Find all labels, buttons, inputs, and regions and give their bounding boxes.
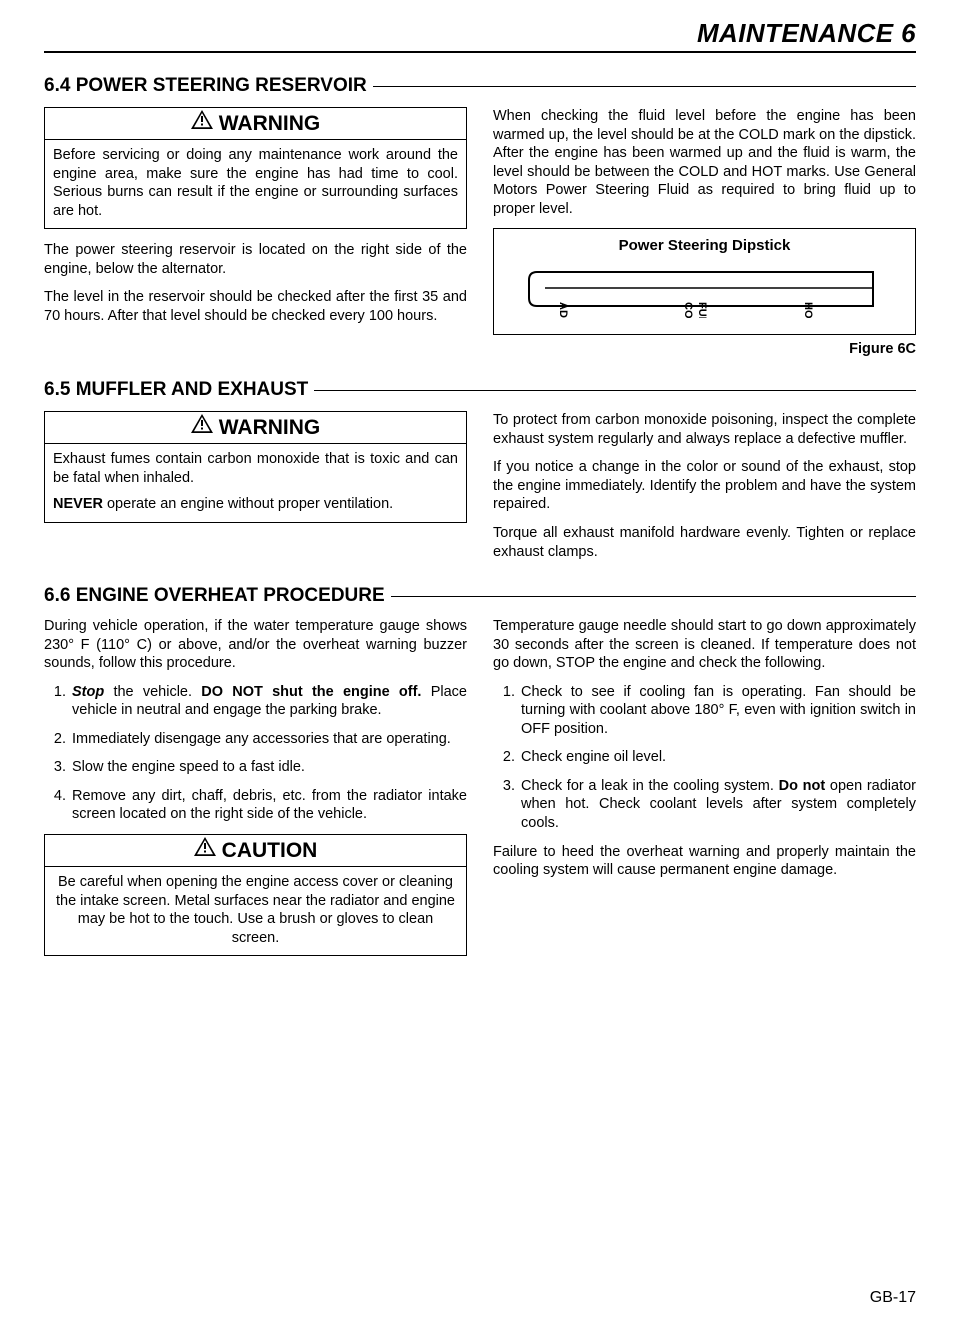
dipstick-figure: Power Steering Dipstick ADD COLD FULL HO… (493, 228, 916, 335)
step-text: the vehicle. (104, 684, 201, 700)
section-6-4-title: 6.4 POWER STEERING RESERVOIR (44, 75, 367, 97)
section-6-4-columns: WARNING Before servicing or doing any ma… (44, 107, 916, 365)
do-not-word: Do not (779, 778, 826, 794)
caution-text: Be careful when opening the engine acces… (53, 873, 458, 947)
svg-text:ADD: ADD (557, 302, 569, 318)
warning-header: WARNING (45, 412, 466, 444)
dipstick-title: Power Steering Dipstick (504, 237, 905, 254)
section-6-4-heading: 6.4 POWER STEERING RESERVOIR (44, 75, 916, 97)
section-6-6-title: 6.6 ENGINE OVERHEAT PROCEDURE (44, 585, 385, 607)
para: During vehicle operation, if the water t… (44, 617, 467, 673)
para: The level in the reservoir should be che… (44, 288, 467, 325)
section-6-6-right: Temperature gauge needle should start to… (493, 617, 916, 968)
do-not-shut: DO NOT shut the engine off. (201, 684, 421, 700)
caution-header: CAUTION (45, 835, 466, 867)
section-6-5-title: 6.5 MUFFLER AND EXHAUST (44, 379, 308, 401)
warning-box-6-5: WARNING Exhaust fumes contain carbon mon… (44, 411, 467, 523)
para: To protect from carbon monoxide poisonin… (493, 411, 916, 448)
section-6-5-columns: WARNING Exhaust fumes contain carbon mon… (44, 411, 916, 571)
list-item: Slow the engine speed to a fast idle. (70, 758, 467, 777)
warning-icon (191, 414, 213, 439)
caution-box-6-6: CAUTION Be careful when opening the engi… (44, 834, 467, 956)
caution-body: Be careful when opening the engine acces… (45, 867, 466, 955)
section-6-5-left: WARNING Exhaust fumes contain carbon mon… (44, 411, 467, 571)
section-6-6-heading: 6.6 ENGINE OVERHEAT PROCEDURE (44, 585, 916, 607)
page: MAINTENANCE 6 6.4 POWER STEERING RESERVO… (0, 0, 960, 1331)
section-6-6-left: During vehicle operation, if the water t… (44, 617, 467, 968)
step-text: Check for a leak in the cooling system. (521, 778, 779, 794)
list-item: Remove any dirt, chaff, debris, etc. fro… (70, 787, 467, 824)
procedure-list-right: Check to see if cooling fan is operating… (493, 683, 916, 833)
warning-text: NEVER operate an engine without proper v… (53, 495, 458, 514)
section-6-5-right: To protect from carbon monoxide poisonin… (493, 411, 916, 571)
warning-label: WARNING (219, 416, 321, 439)
warning-body: Exhaust fumes contain carbon monoxide th… (45, 444, 466, 522)
warning-label: WARNING (219, 112, 321, 135)
list-item: Immediately disengage any accessories th… (70, 730, 467, 749)
stop-word: Stop (72, 684, 104, 700)
para: Failure to heed the overheat warning and… (493, 843, 916, 880)
warning-icon (191, 110, 213, 135)
warning-box-6-4: WARNING Before servicing or doing any ma… (44, 107, 467, 229)
list-item: Check for a leak in the cooling system. … (519, 777, 916, 833)
caution-label: CAUTION (222, 839, 318, 862)
section-6-5-heading: 6.5 MUFFLER AND EXHAUST (44, 379, 916, 401)
list-item: Stop the vehicle. DO NOT shut the engine… (70, 683, 467, 720)
figure-6c-label: Figure 6C (493, 341, 916, 357)
section-6-4-right: When checking the fluid level before the… (493, 107, 916, 365)
svg-text:HOT: HOT (802, 302, 814, 318)
svg-text:FULL: FULL (696, 302, 708, 318)
list-item: Check engine oil level. (519, 748, 916, 767)
heading-rule (391, 596, 916, 597)
section-6-4-left: WARNING Before servicing or doing any ma… (44, 107, 467, 365)
para: The power steering reservoir is located … (44, 241, 467, 278)
dipstick-svg: ADD COLD FULL HOT (525, 258, 885, 318)
section-6-6-columns: During vehicle operation, if the water t… (44, 617, 916, 968)
page-header: MAINTENANCE 6 (44, 18, 916, 53)
para: Torque all exhaust manifold hardware eve… (493, 524, 916, 561)
svg-text:COLD: COLD (682, 302, 694, 318)
warning-icon (194, 837, 216, 862)
warning-text: Before servicing or doing any maintenanc… (53, 146, 458, 220)
heading-rule (373, 86, 916, 87)
warning-header: WARNING (45, 108, 466, 140)
warning-body: Before servicing or doing any maintenanc… (45, 140, 466, 228)
warning-rest: operate an engine without proper ventila… (103, 496, 393, 512)
para: When checking the fluid level before the… (493, 107, 916, 218)
page-number: GB-17 (870, 1289, 916, 1307)
warning-text: Exhaust fumes contain carbon monoxide th… (53, 450, 458, 487)
para: If you notice a change in the color or s… (493, 458, 916, 514)
para: Temperature gauge needle should start to… (493, 617, 916, 673)
procedure-list-left: Stop the vehicle. DO NOT shut the engine… (44, 683, 467, 824)
heading-rule (314, 390, 916, 391)
list-item: Check to see if cooling fan is operating… (519, 683, 916, 739)
never-word: NEVER (53, 496, 103, 512)
